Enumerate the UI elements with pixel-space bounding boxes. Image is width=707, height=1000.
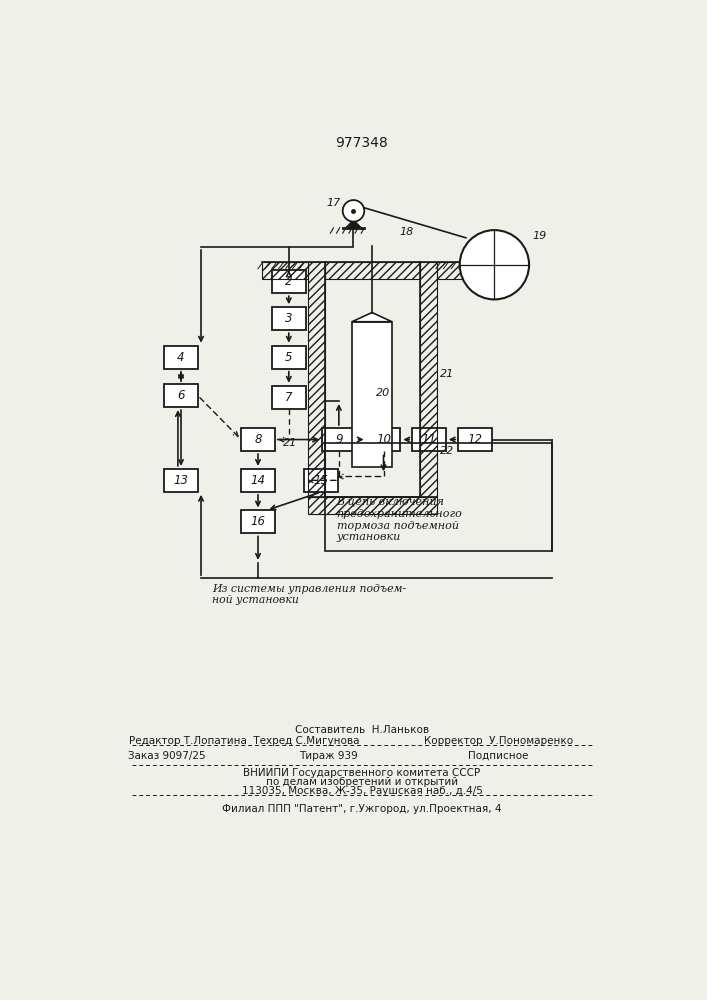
Bar [325,443,552,551]
Text: 14: 14 [250,474,266,487]
Text: по делам изобретений и открытий: по делам изобретений и открытий [266,777,458,787]
Bar [262,262,308,279]
Text: 8: 8 [255,433,262,446]
Bar [420,262,437,497]
Text: 4: 4 [177,351,185,364]
Text: 22: 22 [440,446,454,456]
Text: 18: 18 [399,227,414,237]
Text: Составитель  Н.Ланьков: Составитель Н.Ланьков [295,725,429,735]
Text: 5: 5 [285,351,293,364]
Text: ВНИИПИ Государственного комитета СССР: ВНИИПИ Государственного комитета СССР [243,768,481,778]
Text: 1: 1 [355,207,362,217]
Text: Корректор  У.Пономаренко: Корректор У.Пономаренко [423,736,573,746]
Text: 17: 17 [326,198,340,208]
Text: 21: 21 [440,369,454,379]
Bar [366,428,400,451]
Text: 9: 9 [335,433,343,446]
Bar [272,346,305,369]
Bar [352,322,392,466]
Bar [437,262,498,279]
Text: Редактор Т.Лопатина  Техред С.Мигунова: Редактор Т.Лопатина Техред С.Мигунова [129,736,359,746]
Bar [304,469,338,492]
Text: 10: 10 [376,433,391,446]
Bar [308,262,325,497]
Text: Тираж 939: Тираж 939 [300,751,358,761]
Bar [164,384,198,407]
Bar [272,270,305,293]
Text: 113035, Москва, Ж-35, Раушская наб., д.4/5: 113035, Москва, Ж-35, Раушская наб., д.4… [242,786,482,796]
Bar [325,262,420,279]
Text: 16: 16 [250,515,266,528]
Text: Из системы управления подъем-
ной установки: Из системы управления подъем- ной устано… [212,584,406,605]
Text: 20: 20 [376,388,390,398]
Text: 21: 21 [283,438,297,448]
Text: 12: 12 [467,433,483,446]
Text: 977348: 977348 [336,136,388,150]
Text: Филиал ППП "Патент", г.Ужгород, ул.Проектная, 4: Филиал ППП "Патент", г.Ужгород, ул.Проек… [222,804,502,814]
Text: 13: 13 [173,474,189,487]
Bar [272,386,305,409]
Circle shape [460,230,529,299]
Bar [241,469,275,492]
Bar [241,510,275,533]
Bar [164,346,198,369]
Text: В цепь включения
предохранительного
тормоза подъемной
установки: В цепь включения предохранительного торм… [337,497,462,542]
Bar [412,428,446,451]
Bar [272,307,305,330]
Bar [164,469,198,492]
Polygon shape [346,220,361,228]
Bar [241,428,275,451]
Bar [322,428,356,451]
Text: Заказ 9097/25: Заказ 9097/25 [129,751,206,761]
Text: 7: 7 [285,391,293,404]
Text: 6: 6 [177,389,185,402]
Bar [308,497,437,514]
Bar [458,428,492,451]
Text: 15: 15 [314,474,329,487]
Polygon shape [352,312,392,322]
Text: Подписное: Подписное [468,751,528,761]
Text: 2: 2 [285,275,293,288]
Text: 3: 3 [285,312,293,325]
Text: 11: 11 [421,433,436,446]
Text: 19: 19 [532,231,547,241]
Circle shape [343,200,364,222]
